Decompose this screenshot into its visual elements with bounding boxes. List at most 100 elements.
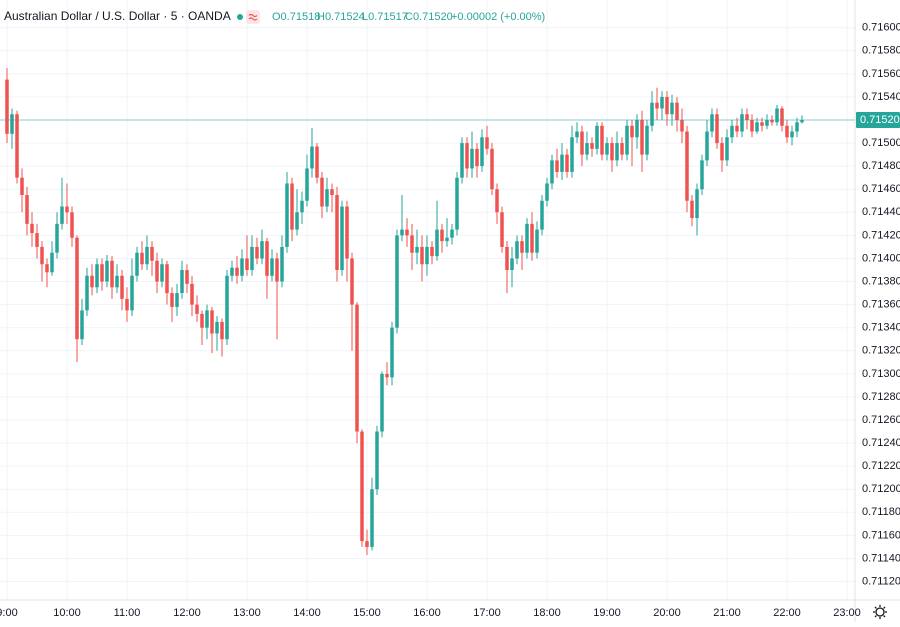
candle-body (375, 431, 379, 490)
candle-body (220, 321, 224, 340)
candle-body (645, 125, 649, 155)
candle-body (420, 246, 424, 265)
candle-body (495, 189, 499, 213)
candle-body (260, 241, 264, 259)
candle-body (650, 102, 654, 126)
y-tick-label: 0.71220 (862, 460, 900, 472)
candle-body (70, 212, 74, 238)
candle-body (565, 154, 569, 172)
candle-body (20, 177, 24, 195)
candle-body (325, 189, 329, 207)
candle-body (635, 120, 639, 138)
x-tick-label: 12:00 (173, 607, 201, 619)
y-tick-label: 0.71600 (862, 22, 900, 34)
y-tick-label: 0.71580 (862, 45, 900, 57)
candle-body (65, 206, 69, 213)
candle-body (340, 206, 344, 270)
y-tick-label: 0.71440 (862, 206, 900, 218)
icon (248, 13, 258, 21)
candle-body (485, 137, 489, 149)
y-tick-label: 0.71140 (862, 552, 900, 564)
candle-body (740, 114, 744, 132)
candle-body (200, 313, 204, 328)
candle-body (10, 114, 14, 134)
candle-body (505, 246, 509, 270)
y-tick-label: 0.71500 (862, 137, 900, 149)
candle-body (100, 264, 104, 282)
candle-body (145, 246, 149, 265)
candle-body (90, 275, 94, 288)
candle-body (165, 264, 169, 294)
candle-body (280, 246, 284, 282)
candle-body (775, 108, 779, 123)
candle-body (455, 177, 459, 230)
candle-body (475, 148, 479, 167)
x-tick-label: 22:00 (773, 607, 801, 619)
candle-body (470, 148, 474, 169)
y-tick-label: 0.71560 (862, 68, 900, 80)
gear (875, 607, 885, 617)
candle-body (180, 270, 184, 294)
candle-body (350, 258, 354, 305)
candle-body (315, 146, 319, 178)
candle-body (300, 200, 304, 213)
x-tick-label: 17:00 (473, 607, 501, 619)
candle-body (125, 298, 129, 311)
candle-body (580, 131, 584, 155)
candle-body (275, 258, 279, 282)
x-tick-label: 21:00 (713, 607, 741, 619)
y-tick-label: 0.71240 (862, 437, 900, 449)
candle-body (595, 125, 599, 149)
candle-body (570, 137, 574, 172)
candle-body (545, 183, 549, 201)
candle-body (25, 195, 29, 224)
candle-body (680, 120, 684, 132)
candle-body (600, 125, 604, 155)
candle-body (45, 264, 49, 273)
candle-body (55, 223, 59, 253)
candle-body (355, 304, 359, 432)
candle-body (405, 229, 409, 236)
legend-open: O0.71518 (272, 11, 320, 23)
candle-body (550, 160, 554, 184)
grid (0, 0, 855, 600)
candle-body (445, 237, 449, 242)
candle-body (360, 431, 364, 542)
candle-body (160, 264, 164, 282)
y-tick-label: 0.71300 (862, 368, 900, 380)
candle-body (760, 122, 764, 126)
candle-body (500, 212, 504, 247)
candle-body (530, 223, 534, 253)
candle-body (250, 246, 254, 270)
candles (5, 68, 804, 555)
candle-body (675, 102, 679, 120)
candle-body (720, 143, 724, 161)
candle-body (270, 258, 274, 276)
candle-body (235, 267, 239, 276)
candle-body (555, 160, 559, 172)
candle-body (290, 183, 294, 230)
candle-body (40, 246, 44, 265)
y-tick-label: 0.71260 (862, 414, 900, 426)
candle-body (305, 168, 309, 201)
icon-badge[interactable] (246, 10, 260, 24)
x-tick-label: 10:00 (53, 607, 81, 619)
candle-body (295, 212, 299, 230)
candle-body (610, 143, 614, 161)
y-tick-label: 0.71460 (862, 183, 900, 195)
y-tick-label: 0.71180 (862, 506, 900, 518)
y-tick-label: 0.71420 (862, 229, 900, 241)
candle-body (560, 154, 564, 172)
candle-body (80, 310, 84, 340)
candle-body (705, 131, 709, 161)
candle-body (695, 189, 699, 219)
settings-icon[interactable] (873, 605, 887, 619)
candle-body (395, 235, 399, 328)
last-price-box (856, 112, 900, 128)
legend-change: +0.00002 (+0.00%) (451, 11, 545, 23)
candle-body (310, 146, 314, 169)
x-tick-label: 20:00 (653, 607, 681, 619)
candle-body (390, 327, 394, 378)
candle-body (770, 120, 774, 123)
